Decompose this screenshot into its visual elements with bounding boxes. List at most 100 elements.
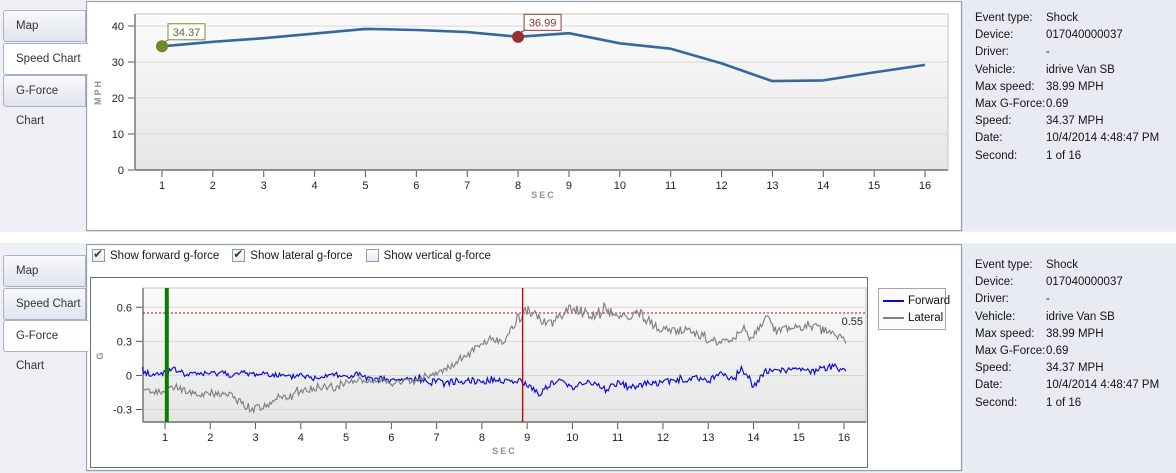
speed-line	[161, 27, 926, 83]
y-tick-label: 40	[112, 21, 124, 33]
x-tick-label: 13	[702, 432, 714, 444]
detail-label: Vehicle:	[975, 310, 1016, 323]
detail-value: idrive Van SB	[1046, 310, 1115, 323]
x-tick-label: 8	[479, 432, 485, 444]
detail-label: Speed:	[975, 362, 1012, 375]
checkbox-show-vertical-g-force[interactable]: Show vertical g-force	[365, 249, 491, 262]
detail-label: Max speed:	[975, 80, 1035, 93]
checkbox-label: Show lateral g-force	[250, 249, 353, 262]
tab-g-force-chart[interactable]: G-Force Chart	[3, 320, 89, 372]
detail-value: 017040000037	[1046, 29, 1123, 42]
checkbox-checked-icon[interactable]	[232, 247, 246, 262]
detail-row-second: Second: 1 of 16	[964, 148, 1176, 165]
detail-label: Max G-Force:	[975, 97, 1046, 110]
x-tick-label: 9	[566, 180, 572, 192]
detail-label: Date:	[975, 379, 1003, 392]
y-tick-label: 0	[126, 370, 132, 382]
axis-title: SEC	[492, 446, 517, 456]
lateral-gforce-line	[141, 302, 847, 415]
checkbox-label: Show vertical g-force	[383, 249, 491, 262]
y-tick-label: 0.3	[117, 336, 132, 348]
x-tick-label: 8	[515, 180, 521, 192]
detail-value: 34.37 MPH	[1046, 115, 1104, 128]
detail-label: Date:	[975, 132, 1003, 145]
tab-speed-chart[interactable]: Speed Chart	[3, 287, 86, 320]
x-tick-label: 14	[747, 432, 759, 444]
x-tick-label: 12	[715, 180, 727, 192]
detail-row-speed: Speed: 34.37 MPH	[964, 360, 1176, 377]
detail-row-max-speed: Max speed: 38.99 MPH	[964, 326, 1176, 343]
detail-row-speed: Speed: 34.37 MPH	[964, 113, 1176, 130]
x-tick-label: 11	[612, 432, 623, 444]
tab-speed-chart[interactable]: Speed Chart	[3, 42, 89, 75]
axis-title: G	[95, 350, 105, 359]
gforce-chart[interactable]: -0.300.30.61 2 3 4 5 6 7 8 9 10 11 12 13 14 15 160.55GS…	[91, 278, 867, 467]
detail-label: Driver:	[975, 46, 1009, 59]
detail-label: Event type:	[975, 12, 1033, 24]
legend-label: Lateral	[908, 311, 944, 324]
plot-area	[142, 287, 867, 423]
x-tick-label: 5	[362, 180, 368, 192]
checkbox-unchecked-icon[interactable]	[365, 249, 379, 262]
detail-value: -	[1046, 46, 1050, 59]
detail-row-date: Date: 10/4/2014 4:48:47 PM	[964, 130, 1176, 147]
checkbox-show-lateral-g-force[interactable]: Show lateral g-force	[232, 247, 353, 262]
y-tick-label: 30	[112, 57, 124, 69]
legend-label: Forward	[908, 294, 951, 307]
data-point-marker[interactable]	[512, 30, 525, 43]
legend-line-icon	[883, 299, 904, 302]
tab-map[interactable]: Map	[3, 255, 86, 287]
x-tick-label: 1	[162, 432, 168, 444]
y-tick-label: 10	[112, 129, 124, 141]
x-tick-label: 12	[657, 432, 669, 444]
detail-label: Event type:	[975, 259, 1033, 271]
x-tick-label: 4	[298, 432, 304, 444]
detail-label: Vehicle:	[975, 63, 1016, 76]
detail-label: Max speed:	[975, 327, 1035, 340]
x-tick-label: 16	[838, 432, 850, 444]
detail-value: idrive Van SB	[1046, 63, 1115, 76]
x-tick-label: 9	[524, 432, 530, 444]
detail-value: 38.99 MPH	[1046, 327, 1104, 340]
x-tick-label: 1	[159, 180, 165, 192]
x-tick-label: 11	[665, 180, 676, 192]
detail-value: 10/4/2014 4:48:47 PM	[1046, 132, 1160, 145]
detail-row-max-g-force: Max G-Force: 0.69	[964, 96, 1176, 113]
annotation-box	[167, 23, 206, 41]
x-tick-label: 7	[434, 432, 440, 444]
gforce-chart-frame: -0.3 0 0.3 0.6 1 2 3 4 5 6 7 8 9 10 11 12 13 14 15 16 0.55 G S…	[90, 277, 868, 468]
detail-value: 1 of 16	[1046, 149, 1082, 162]
detail-label: Driver:	[975, 293, 1009, 306]
detail-value: Shock	[1046, 12, 1078, 24]
x-tick-label: 10	[566, 432, 578, 444]
data-point-marker[interactable]	[156, 40, 168, 53]
detail-row-date: Date: 10/4/2014 4:48:47 PM	[964, 377, 1176, 394]
x-tick-label: 10	[614, 180, 626, 192]
legend-entry-lateral: Lateral	[883, 309, 944, 326]
event-details-panel-top: Event type: Shock Device: 017040000037 Drive…	[964, 0, 1176, 231]
annotation-label: 34.37	[173, 27, 201, 39]
detail-row-vehicle: Vehicle: idrive Van SB	[964, 62, 1176, 79]
detail-row-device: Device: 017040000037	[964, 27, 1176, 44]
checkbox-show-forward-g-force[interactable]: Show forward g-force	[92, 247, 220, 262]
x-tick-label: 3	[252, 432, 258, 444]
detail-value: 1 of 16	[1046, 396, 1082, 409]
detail-value: -	[1046, 293, 1050, 306]
detail-label: Device:	[975, 276, 1014, 289]
axis-title: MPH	[93, 79, 103, 105]
tab-map[interactable]: Map	[3, 10, 86, 42]
detail-row-device: Device: 017040000037	[964, 274, 1176, 291]
y-tick-label: 0	[118, 165, 124, 177]
threshold-label: 0.55	[842, 316, 863, 328]
x-tick-label: 2	[207, 432, 213, 444]
checkbox-checked-icon[interactable]	[92, 247, 105, 262]
detail-label: Speed:	[975, 115, 1012, 128]
checkbox-label: Show forward g-force	[110, 249, 220, 262]
detail-row-driver: Driver: -	[964, 44, 1176, 61]
tab-g-force-chart[interactable]: G-Force Chart	[3, 75, 86, 127]
x-tick-label: 4	[312, 180, 318, 192]
x-tick-label: 13	[766, 180, 778, 192]
detail-value: 34.37 MPH	[1046, 362, 1104, 375]
